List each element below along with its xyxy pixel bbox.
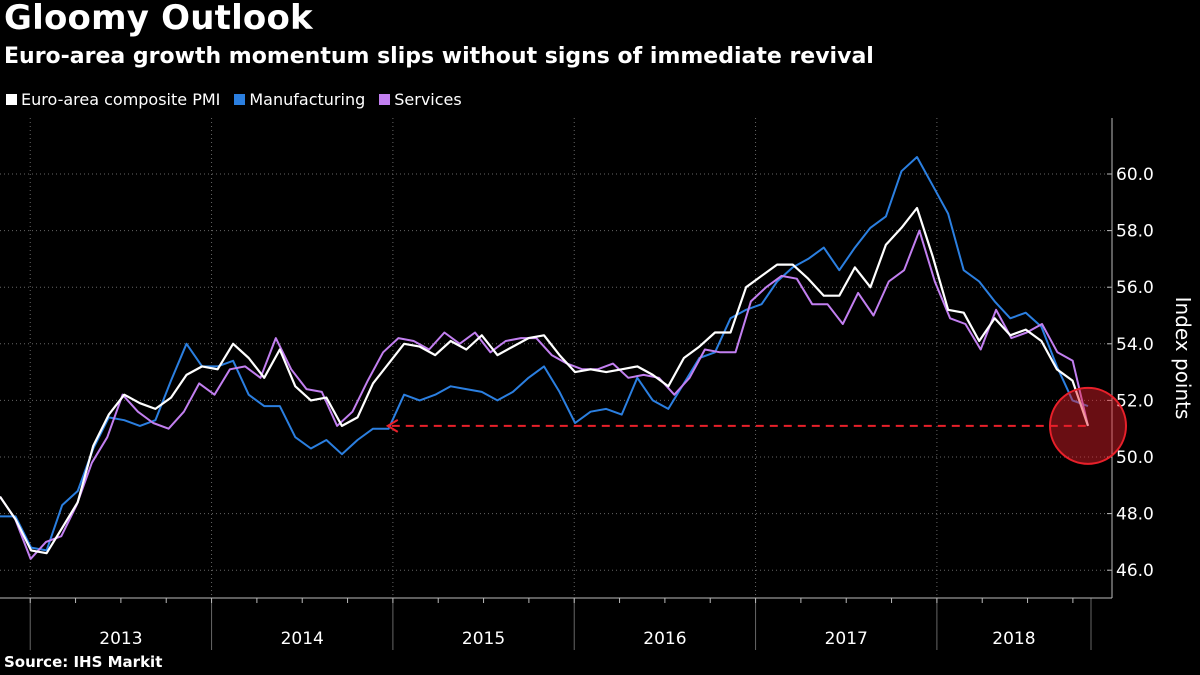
y-tick-label: 54.0 bbox=[1116, 335, 1154, 355]
legend-label-manufacturing: Manufacturing bbox=[249, 90, 366, 109]
legend-label-composite: Euro-area composite PMI bbox=[21, 90, 221, 109]
legend-item-composite: Euro-area composite PMI bbox=[6, 90, 220, 109]
axis-layer: 46.0 48.0 50.0 52.0 54.0 56.0 58.0 60.0 2013 2014… bbox=[0, 118, 1154, 650]
x-year-label-2015: 2015 bbox=[462, 629, 505, 649]
y-axis-label: Index points bbox=[1171, 297, 1195, 420]
series-line-services bbox=[0, 229, 1089, 560]
y-tick-label: 58.0 bbox=[1116, 222, 1154, 242]
grid-layer bbox=[0, 118, 1112, 598]
legend-swatch-composite bbox=[6, 94, 17, 105]
x-year-label-2013: 2013 bbox=[99, 629, 142, 649]
series-line-manufacturing bbox=[0, 156, 1089, 552]
legend-swatch-manufacturing bbox=[234, 94, 246, 105]
y-tick-label: 56.0 bbox=[1116, 278, 1154, 298]
annotation-layer bbox=[385, 386, 1127, 465]
legend-swatch-services bbox=[379, 94, 391, 105]
chart-title: Gloomy Outlook bbox=[4, 0, 313, 38]
legend-label-services: Services bbox=[394, 90, 462, 109]
legend-item-manufacturing: Manufacturing bbox=[234, 90, 365, 109]
y-tick-label: 46.0 bbox=[1116, 561, 1154, 581]
series-line-composite bbox=[0, 206, 1090, 555]
series-layer bbox=[0, 156, 1090, 560]
legend: Euro-area composite PMI Manufacturing Se… bbox=[6, 90, 462, 109]
legend-item-services: Services bbox=[379, 90, 462, 109]
annotation-highlight-circle bbox=[1049, 386, 1127, 465]
y-tick-label: 50.0 bbox=[1116, 448, 1154, 468]
x-year-label-2018: 2018 bbox=[992, 629, 1035, 649]
x-year-label-2017: 2017 bbox=[825, 629, 868, 649]
x-year-label-2014: 2014 bbox=[281, 629, 324, 649]
source-note: Source: IHS Markit bbox=[4, 653, 163, 671]
y-tick-label: 60.0 bbox=[1116, 165, 1154, 185]
x-year-label-2016: 2016 bbox=[643, 629, 686, 649]
chart-subtitle: Euro-area growth momentum slips without … bbox=[4, 44, 874, 69]
annotation-arrowhead bbox=[385, 419, 399, 433]
y-tick-label: 48.0 bbox=[1116, 505, 1154, 525]
y-tick-label: 52.0 bbox=[1116, 391, 1154, 411]
